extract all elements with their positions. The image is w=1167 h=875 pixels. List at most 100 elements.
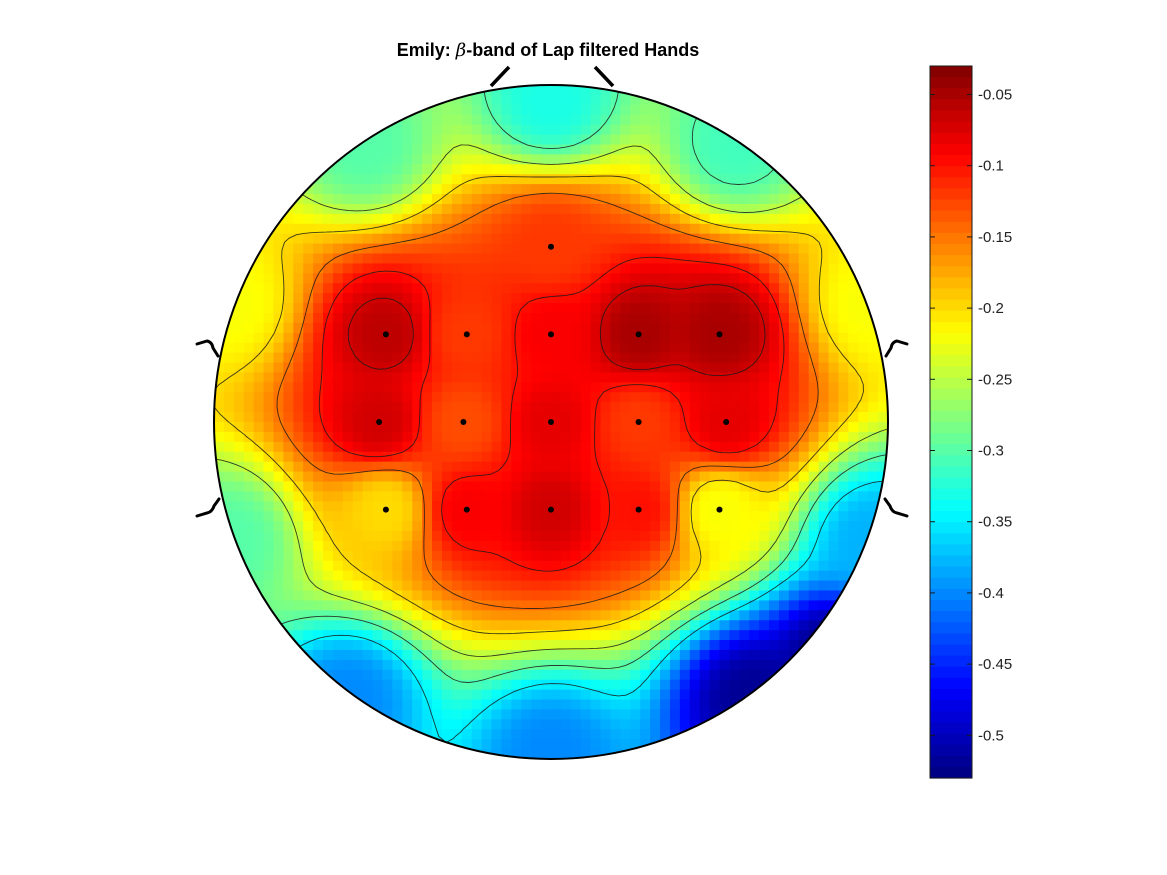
heat-cell <box>253 312 265 324</box>
heat-cell <box>798 402 810 413</box>
heat-cell <box>620 600 631 611</box>
heat-cell <box>650 342 661 354</box>
heat-cell <box>600 659 612 671</box>
heat-cell <box>769 560 780 572</box>
heat-cell <box>838 531 849 542</box>
heat-cell <box>560 194 572 205</box>
heat-cell <box>422 322 433 334</box>
heat-cell <box>669 253 681 265</box>
heat-cell <box>531 104 542 116</box>
heat-cell <box>749 501 760 512</box>
heat-cell <box>551 263 562 274</box>
heat-cell <box>412 669 423 681</box>
heat-cell <box>491 461 503 473</box>
heat-cell <box>253 342 265 354</box>
heat-cell <box>778 570 790 582</box>
heat-cell <box>362 511 374 522</box>
heat-cell <box>362 243 374 255</box>
heat-cell <box>342 600 354 611</box>
heat-cell <box>481 402 493 413</box>
heat-cell <box>679 640 691 651</box>
heat-cell <box>630 194 641 205</box>
heat-cell <box>699 630 711 641</box>
heat-cell <box>451 739 463 750</box>
heat-cell <box>828 362 840 374</box>
heat-cell <box>263 402 275 413</box>
heat-cell <box>580 223 592 235</box>
heat-cell <box>352 184 364 195</box>
heat-cell <box>610 610 621 621</box>
heat-cell <box>620 481 631 492</box>
heat-cell <box>412 293 423 304</box>
heat-cell <box>481 610 493 621</box>
heat-cell <box>679 194 691 205</box>
colorbar-segment <box>930 644 972 657</box>
heat-cell <box>590 461 602 473</box>
heat-cell <box>432 174 443 185</box>
heat-cell <box>481 312 493 324</box>
heat-cell <box>640 154 651 165</box>
heat-cell <box>759 293 770 304</box>
heat-cell <box>719 521 731 532</box>
heat-cell <box>689 659 701 671</box>
heat-cell <box>560 332 572 344</box>
heat-cell <box>342 610 354 621</box>
colorbar-segment <box>930 132 972 145</box>
colorbar-segment <box>930 511 972 523</box>
heat-cell <box>392 659 403 671</box>
heat-cell <box>699 699 711 711</box>
heat-cell <box>521 203 532 215</box>
heat-cell <box>590 243 602 255</box>
heat-cell <box>759 570 770 582</box>
heat-cell <box>332 431 344 443</box>
heat-cell <box>441 709 453 720</box>
heat-cell <box>699 640 711 651</box>
heat-cell <box>630 471 641 483</box>
heat-cell <box>769 620 780 631</box>
heat-cell <box>521 441 532 453</box>
heat-cell <box>570 451 582 463</box>
heat-cell <box>392 422 403 433</box>
heat-cell <box>620 154 631 165</box>
heat-cell <box>382 630 394 641</box>
heat-cell <box>580 174 592 185</box>
heat-cell <box>798 649 810 661</box>
heat-cell <box>580 184 592 195</box>
heat-cell <box>283 521 294 532</box>
heat-cell <box>590 372 602 383</box>
heat-cell <box>441 481 453 492</box>
contour-line <box>318 256 785 572</box>
heat-cell <box>323 382 334 393</box>
heat-cell <box>491 362 503 374</box>
heat-cell <box>541 471 552 483</box>
heat-cell <box>461 531 473 542</box>
heat-cell <box>441 144 453 155</box>
heat-cell <box>323 600 334 611</box>
heat-cell <box>402 540 413 552</box>
heat-cell <box>412 253 423 265</box>
heat-cell <box>610 709 621 720</box>
heat-cell <box>739 392 750 403</box>
heat-cell <box>570 600 582 611</box>
heat-cell <box>223 382 235 393</box>
heat-cell <box>223 451 235 463</box>
heat-cell <box>332 184 344 195</box>
heat-cell <box>858 441 869 453</box>
heat-cell <box>392 580 403 592</box>
heat-cell <box>362 293 374 304</box>
heat-cell <box>828 461 840 473</box>
heat-cell <box>263 392 275 403</box>
heat-cell <box>759 164 770 175</box>
heat-cell <box>699 590 711 602</box>
heat-cell <box>749 659 760 671</box>
heat-cell <box>590 392 602 403</box>
heat-cell <box>471 600 483 611</box>
heat-cell <box>818 273 830 284</box>
heat-cell <box>818 253 830 265</box>
heat-cell <box>669 600 681 611</box>
heat-cell <box>253 233 265 245</box>
heat-cell <box>798 362 810 374</box>
heat-cell <box>521 451 532 463</box>
heat-cell <box>729 620 740 631</box>
heat-cell <box>303 422 314 433</box>
